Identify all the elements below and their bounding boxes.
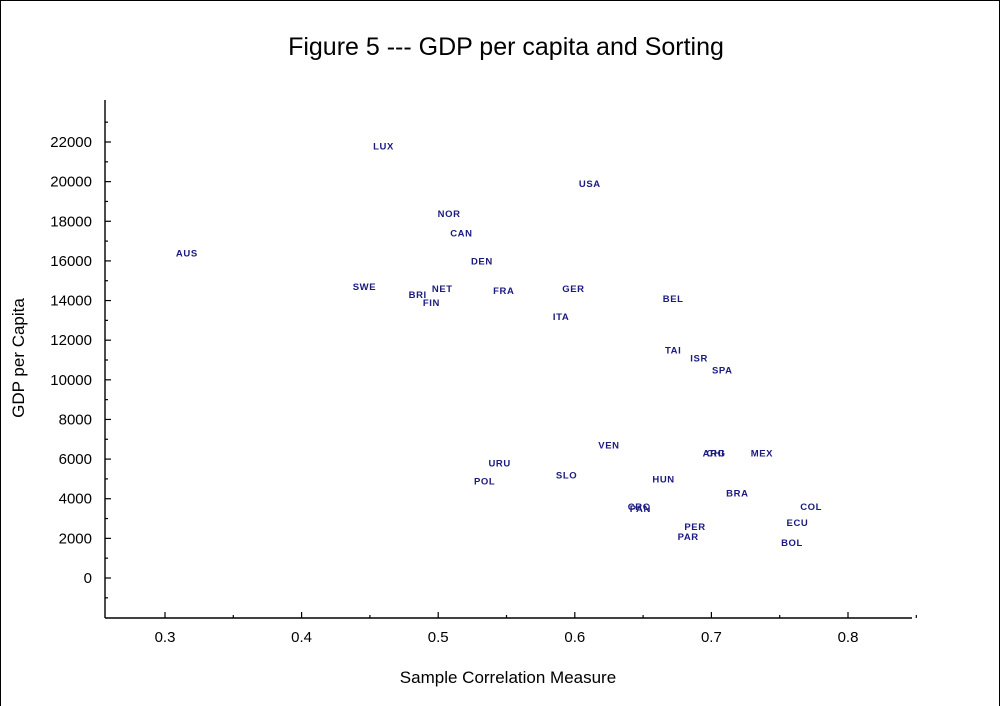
point-label-can: CAN [450,229,472,240]
point-label-den: DEN [471,256,493,267]
point-label-fin: FIN [423,298,440,309]
y-tick-label: 18000 [50,213,92,230]
y-tick-label: 0 [84,570,92,587]
point-label-uru: URU [488,459,510,470]
point-label-pol: POL [474,476,495,487]
point-label-per: PER [684,522,705,533]
point-label-net: NET [432,284,453,295]
y-tick-label: 6000 [59,451,92,468]
x-axis-label: Sample Correlation Measure [400,668,616,687]
y-tick-label: 12000 [50,332,92,349]
point-label-bol: BOL [781,538,803,549]
y-tick-label: 10000 [50,372,92,389]
y-tick-label: 20000 [50,174,92,191]
point-label-swe: SWE [353,282,376,293]
point-label-aus: AUS [176,248,198,259]
point-label-slo: SLO [556,470,577,481]
point-label-fra: FRA [493,286,514,297]
point-label-par: PAR [678,532,699,543]
y-tick-label: 22000 [50,134,92,151]
point-label-isr: ISR [690,354,708,365]
x-tick-label: 0.6 [564,629,585,646]
point-label-nor: NOR [438,209,461,220]
point-label-bra: BRA [726,488,748,499]
y-tick-label: 4000 [59,491,92,508]
point-label-bel: BEL [663,294,684,305]
point-label-arg: ARG [703,449,726,460]
x-tick-label: 0.7 [701,629,722,646]
point-label-ven: VEN [598,441,619,452]
point-label-pan: PAN [630,504,651,515]
x-tick-label: 0.5 [428,629,449,646]
point-label-mex: MEX [751,449,773,460]
point-label-ita: ITA [553,312,569,323]
x-tick-label: 0.4 [291,629,312,646]
point-label-crc: CRC [628,502,650,513]
point-label-usa: USA [579,179,601,190]
x-tick-label: 0.8 [838,629,859,646]
point-label-tai: TAI [665,346,681,357]
point-label-ecu: ECU [787,518,809,529]
point-label-spa: SPA [712,365,733,376]
y-tick-label: 16000 [50,253,92,270]
x-axis-ticks: 0.3 0.4 0.5 0.6 0.7 0.8 [155,612,917,646]
point-label-ger: GER [562,284,584,295]
chart-title: Figure 5 --- GDP per capita and Sorting [288,33,724,61]
y-axis-label: GDP per Capita [9,298,28,418]
point-label-lux: LUX [373,141,394,152]
y-tick-label: 8000 [59,411,92,428]
y-axis-ticks: 0 2000 4000 6000 8000 10000 12000 14000 16000 180… [50,121,111,599]
y-tick-label: 14000 [50,293,92,310]
point-label-col: COL [800,502,822,513]
point-label-hun: HUN [652,474,674,485]
point-label-chi: CHI [706,449,724,460]
point-label-bri: BRI [409,290,427,301]
x-tick-label: 0.3 [155,629,176,646]
y-tick-label: 2000 [59,530,92,547]
